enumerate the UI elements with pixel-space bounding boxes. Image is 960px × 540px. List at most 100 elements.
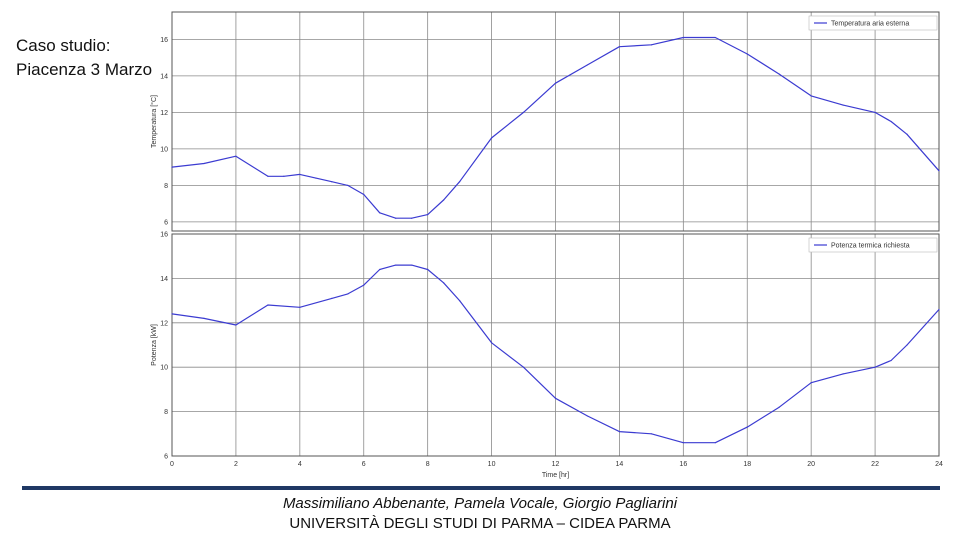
series-point bbox=[650, 44, 652, 46]
y-tick-label: 8 bbox=[164, 183, 168, 190]
series-point bbox=[714, 442, 716, 444]
footer-divider bbox=[22, 486, 940, 490]
series-point bbox=[203, 162, 205, 165]
series-point bbox=[490, 137, 493, 139]
axes-frame bbox=[171, 233, 940, 457]
series-point bbox=[379, 212, 381, 214]
series-point bbox=[315, 177, 317, 179]
x-axis-label: Time [hr] bbox=[542, 472, 569, 479]
y-tick-label: 16 bbox=[160, 37, 168, 44]
series-point bbox=[714, 36, 716, 39]
case-study-line1: Caso studio: bbox=[16, 36, 111, 55]
series-point bbox=[299, 173, 301, 176]
series-point bbox=[299, 306, 301, 308]
x-tick-label: 14 bbox=[616, 461, 624, 468]
x-tick-label: 8 bbox=[426, 461, 430, 468]
x-tick-label: 16 bbox=[679, 461, 687, 468]
series-point bbox=[874, 111, 876, 113]
x-tick-label: 10 bbox=[488, 461, 496, 468]
x-tick-label: 24 bbox=[935, 461, 943, 468]
x-tick-label: 18 bbox=[743, 461, 751, 468]
series-point bbox=[427, 268, 429, 271]
series-point bbox=[427, 213, 429, 216]
y-tick-label: 12 bbox=[160, 110, 168, 117]
legend-label: Potenza termica richiesta bbox=[831, 243, 910, 250]
series-point bbox=[810, 95, 812, 97]
y-tick-label: 12 bbox=[160, 320, 168, 327]
series-point bbox=[890, 120, 892, 123]
series-point bbox=[586, 415, 589, 417]
series-point bbox=[459, 300, 461, 302]
y-axis-label: Temperatura [°C] bbox=[150, 95, 158, 148]
x-tick-label: 4 bbox=[298, 461, 302, 468]
y-tick-label: 6 bbox=[164, 219, 168, 226]
series-point bbox=[618, 430, 621, 433]
series-point bbox=[331, 297, 333, 299]
series-point bbox=[363, 193, 365, 196]
series-point bbox=[554, 397, 557, 399]
series-point bbox=[443, 199, 445, 201]
x-tick-label: 2 bbox=[234, 461, 238, 468]
series-point bbox=[443, 282, 445, 284]
series-point bbox=[586, 64, 589, 66]
legend-label: Temperatura aria esterna bbox=[831, 21, 909, 28]
series-point bbox=[682, 36, 684, 39]
y-tick-label: 14 bbox=[160, 73, 168, 80]
y-tick-label: 6 bbox=[164, 454, 168, 461]
series-point bbox=[411, 217, 413, 219]
series-point bbox=[682, 442, 684, 444]
x-tick-label: 22 bbox=[871, 461, 879, 468]
series-point bbox=[650, 433, 652, 435]
x-tick-label: 12 bbox=[552, 461, 560, 468]
series-point bbox=[283, 175, 285, 177]
series-point bbox=[379, 268, 381, 271]
series-point bbox=[522, 111, 525, 113]
series-point bbox=[267, 304, 269, 306]
footer: Massimiliano Abbenante, Pamela Vocale, G… bbox=[0, 494, 960, 534]
series-point bbox=[347, 293, 349, 295]
series-line bbox=[171, 264, 940, 444]
series-point bbox=[906, 133, 908, 135]
series-point bbox=[746, 426, 748, 428]
y-axis-label: Potenza [kW] bbox=[151, 324, 158, 366]
series-point bbox=[874, 366, 876, 368]
legend-box bbox=[808, 15, 938, 31]
series-point bbox=[938, 170, 940, 172]
case-study-line2: Piacenza 3 Marzo bbox=[16, 60, 153, 79]
temperature-chart: 6 8 10 12 14 16 Temperatura [°C] Temperatura ar… bbox=[150, 11, 940, 232]
series-point bbox=[171, 313, 173, 315]
series-point bbox=[618, 46, 621, 48]
series-point bbox=[490, 342, 493, 344]
series-point bbox=[778, 406, 780, 408]
series-point bbox=[171, 166, 173, 168]
series-point bbox=[267, 175, 269, 177]
footer-authors: Massimiliano Abbenante, Pamela Vocale, G… bbox=[282, 495, 678, 512]
footer-affiliation: UNIVERSITÀ DEGLI STUDI DI PARMA – CIDEA … bbox=[289, 515, 671, 532]
series-point bbox=[395, 217, 397, 219]
series-point bbox=[554, 82, 557, 84]
y-tick-label: 16 bbox=[160, 232, 168, 239]
series-point bbox=[778, 73, 780, 75]
series-point bbox=[331, 181, 333, 183]
series-point bbox=[842, 104, 844, 106]
case-study-label: Caso studio: Piacenza 3 Marzo bbox=[16, 34, 152, 82]
y-tick-label: 8 bbox=[164, 409, 168, 416]
axes-frame bbox=[171, 11, 940, 232]
series-point bbox=[395, 264, 397, 266]
series-point bbox=[906, 344, 908, 346]
series-point bbox=[411, 264, 413, 266]
x-tick-label: 20 bbox=[807, 461, 815, 468]
x-tick-label: 6 bbox=[362, 461, 366, 468]
series-point bbox=[938, 308, 940, 311]
series-point bbox=[203, 317, 205, 319]
series-point bbox=[746, 53, 748, 55]
series-point bbox=[347, 184, 349, 186]
series-point bbox=[522, 366, 525, 368]
legend-box bbox=[808, 237, 938, 253]
series-line bbox=[171, 36, 940, 219]
y-tick-label: 10 bbox=[160, 365, 168, 372]
series-point bbox=[235, 324, 237, 326]
series-point bbox=[842, 373, 844, 375]
series-point bbox=[890, 359, 892, 362]
